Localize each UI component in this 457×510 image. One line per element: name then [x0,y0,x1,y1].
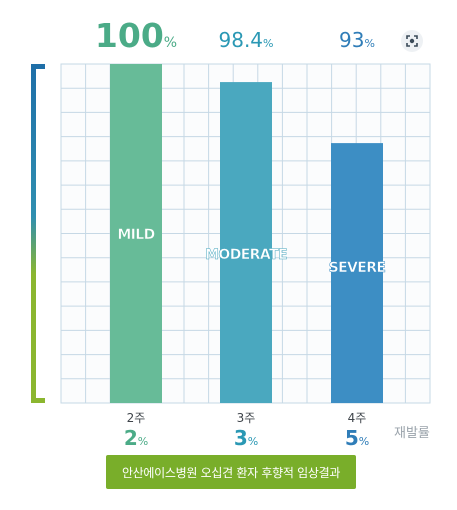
scale-bracket [31,64,45,403]
bars-group: MILD MODERATE SEVERE [110,64,386,403]
x-tick-label: 2주 [127,411,146,425]
bar-label: MODERATE [205,247,287,263]
recurrence-value: 5% [345,426,369,450]
focus-expand-icon[interactable] [401,30,423,52]
bar-moderate [220,82,272,403]
value-labels: 100% 98.4% 93% [95,16,375,55]
x-axis-labels: 2주2% 3주3% 4주5% [124,411,369,450]
bar-mild [110,64,162,403]
recurrence-value: 3% [234,426,258,450]
recurrence-value: 2% [124,426,148,450]
x-tick-label: 3주 [237,411,256,425]
value-label: 93% [339,28,375,52]
bar-label: MILD [117,227,154,243]
recurrence-rate-label: 재발률 [394,426,430,441]
value-label: 100% [95,16,177,55]
bar-label: SEVERE [329,260,386,276]
x-tick-label: 4주 [348,411,367,425]
value-label: 98.4% [219,28,274,52]
clinical-result-badge: 안산에이스병원 오십견 환자 후향적 임상결과 [106,455,356,489]
bar-severe [331,143,383,403]
